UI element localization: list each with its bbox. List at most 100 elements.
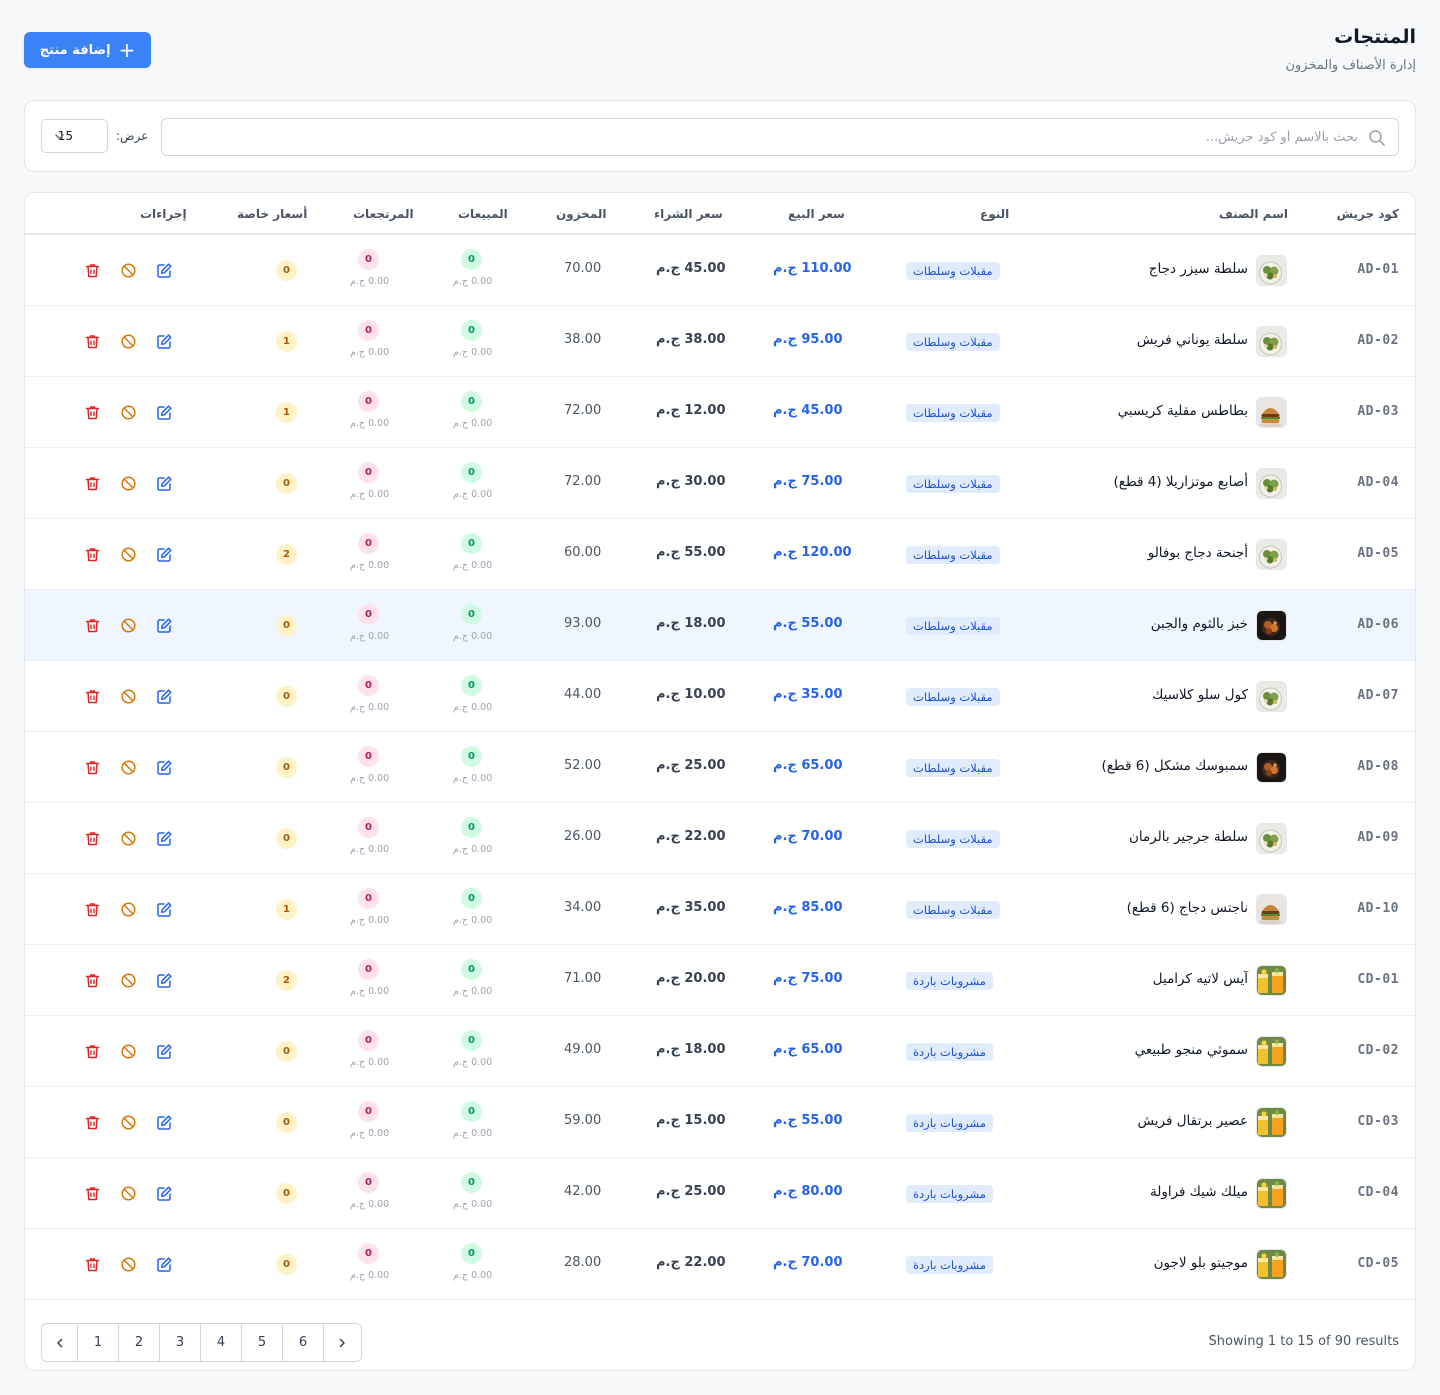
special-prices-badge[interactable]: 2 [276,544,297,565]
edit-icon[interactable] [156,262,173,279]
header-name: اسم الصنف [1218,207,1288,221]
chevron-left-icon[interactable] [42,1324,78,1361]
table-row[interactable]: AD-03 بطاطس مقلية كريسبي مقبلات وسلطات 45.0… [25,377,1415,448]
block-icon[interactable] [120,972,137,989]
edit-icon[interactable] [156,333,173,350]
trash-icon[interactable] [84,617,101,634]
results-summary: Showing 1 to 15 of 90 results [1208,1334,1399,1349]
trash-icon[interactable] [84,1256,101,1273]
trash-icon[interactable] [84,475,101,492]
table-row[interactable]: AD-01 سلطة سيزر دجاج مقبلات وسلطات 110.00 ج… [25,235,1415,306]
table-row[interactable]: AD-07 كول سلو كلاسيك مقبلات وسلطات 35.00 ج.… [25,661,1415,732]
edit-icon[interactable] [156,759,173,776]
edit-icon[interactable] [156,901,173,918]
edit-icon[interactable] [156,1114,173,1131]
trash-icon[interactable] [84,1114,101,1131]
edit-icon[interactable] [156,688,173,705]
block-icon[interactable] [120,404,137,421]
edit-icon[interactable] [156,1185,173,1202]
search-box[interactable] [161,118,1399,156]
edit-icon[interactable] [156,404,173,421]
trash-icon[interactable] [84,901,101,918]
special-prices-badge[interactable]: 0 [276,1041,297,1062]
trash-icon[interactable] [84,830,101,847]
page-button[interactable]: 6 [283,1324,324,1361]
trash-icon[interactable] [84,972,101,989]
edit-icon[interactable] [156,1043,173,1060]
trash-icon[interactable] [84,262,101,279]
block-icon[interactable] [120,759,137,776]
trash-icon[interactable] [84,546,101,563]
buy-price: 22.00 ج.م [656,829,726,844]
special-prices-badge[interactable]: 0 [276,473,297,494]
returns-amount: 0.00 ج.م [350,418,390,429]
block-icon[interactable] [120,1043,137,1060]
block-icon[interactable] [120,617,137,634]
stock-value: 52.00 [564,758,602,773]
block-icon[interactable] [120,688,137,705]
special-prices-badge[interactable]: 1 [276,899,297,920]
edit-icon[interactable] [156,546,173,563]
special-prices-badge[interactable]: 0 [276,828,297,849]
block-icon[interactable] [120,1185,137,1202]
page-button[interactable]: 5 [242,1324,283,1361]
table-row[interactable]: AD-06 خبز بالثوم والجبن مقبلات وسلطات 55.00… [25,590,1415,661]
trash-icon[interactable] [84,688,101,705]
table-row[interactable]: CD-04 ميلك شيك فراولة مشروبات باردة 80.00 ج… [25,1158,1415,1229]
block-icon[interactable] [120,333,137,350]
edit-icon[interactable] [156,972,173,989]
block-icon[interactable] [120,830,137,847]
table-row[interactable]: AD-04 أصابع موتزاريلا (4 قطع) مقبلات وسلطا… [25,448,1415,519]
special-prices-badge[interactable]: 0 [276,1112,297,1133]
product-name: ميلك شيك فراولة [1149,1184,1248,1200]
block-icon[interactable] [120,546,137,563]
page-button[interactable]: 4 [201,1324,242,1361]
search-input[interactable] [170,119,1358,155]
edit-icon[interactable] [156,1256,173,1273]
edit-icon[interactable] [156,617,173,634]
block-icon[interactable] [120,262,137,279]
add-product-button[interactable]: + إضافة منتج [24,32,151,68]
product-name: سمبوسك مشكل (6 قطع) [1101,758,1248,774]
table-row[interactable]: CD-01 آيس لاتيه كراميل مشروبات باردة 75.00 … [25,945,1415,1016]
page-button[interactable]: 2 [119,1324,160,1361]
table-row[interactable]: CD-05 موجيتو بلو لاجون مشروبات باردة 70.00 … [25,1229,1415,1300]
table-row[interactable]: CD-02 سموثي منجو طبيعي مشروبات باردة 65.00 … [25,1016,1415,1087]
table-row[interactable]: AD-02 سلطة يوناني فريش مقبلات وسلطات 95.00 … [25,306,1415,377]
special-prices-badge[interactable]: 0 [276,1254,297,1275]
sales-amount: 0.00 ج.م [453,631,493,642]
table-row[interactable]: AD-10 ناجتس دجاج (6 قطع) مقبلات وسلطات 85.0… [25,874,1415,945]
block-icon[interactable] [120,1256,137,1273]
sell-price: 45.00 ج.م [773,403,843,418]
trash-icon[interactable] [84,1185,101,1202]
table-row[interactable]: AD-05 أجنحة دجاج بوفالو مقبلات وسلطات 120.0… [25,519,1415,590]
special-prices-badge[interactable]: 1 [276,331,297,352]
edit-icon[interactable] [156,475,173,492]
special-prices-badge[interactable]: 1 [276,402,297,423]
page-button[interactable]: 3 [160,1324,201,1361]
returns-count-badge: 0 [358,1030,379,1051]
buy-price: 45.00 ج.م [656,261,726,276]
special-prices-badge[interactable]: 0 [276,260,297,281]
special-prices-badge[interactable]: 0 [276,615,297,636]
special-prices-badge[interactable]: 0 [276,686,297,707]
table-row[interactable]: AD-09 سلطة جرجير بالرمان مقبلات وسلطات 70.0… [25,803,1415,874]
special-prices-badge[interactable]: 0 [276,757,297,778]
special-prices-badge[interactable]: 0 [276,1183,297,1204]
table-row[interactable]: CD-03 عصير برتقال فريش مشروبات باردة 55.00 … [25,1087,1415,1158]
block-icon[interactable] [120,1114,137,1131]
page-button[interactable]: 1 [78,1324,119,1361]
per-page-select[interactable]: 15 [41,119,108,153]
block-icon[interactable] [120,475,137,492]
trash-icon[interactable] [84,404,101,421]
special-prices-badge[interactable]: 2 [276,970,297,991]
block-icon[interactable] [120,901,137,918]
trash-icon[interactable] [84,1043,101,1060]
trash-icon[interactable] [84,759,101,776]
buy-price: 18.00 ج.م [656,1042,726,1057]
chevron-right-icon[interactable] [324,1324,360,1361]
trash-icon[interactable] [84,333,101,350]
edit-icon[interactable] [156,830,173,847]
table-row[interactable]: AD-08 سمبوسك مشكل (6 قطع) مقبلات وسلطات 65.… [25,732,1415,803]
